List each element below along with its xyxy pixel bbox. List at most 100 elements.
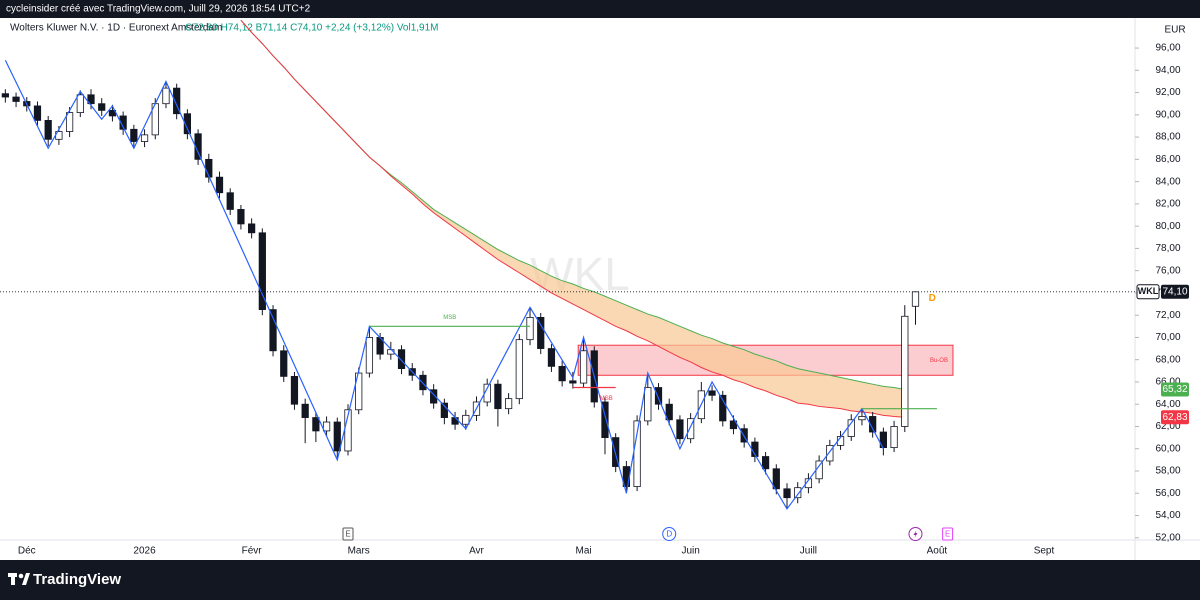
- candle-body: [494, 383, 502, 410]
- candle-body: [504, 398, 513, 410]
- candle-body: [140, 134, 149, 142]
- candle-body: [162, 87, 170, 105]
- candle-body: [644, 387, 652, 422]
- event-label: E: [945, 530, 950, 539]
- candle-body: [365, 337, 374, 374]
- symbol-badge: [1136, 284, 1160, 300]
- zigzag: [4, 60, 884, 510]
- signal: D: [929, 293, 936, 304]
- y-tick-label: 56,00: [1155, 488, 1180, 499]
- x-tick-label: Sept: [1034, 546, 1055, 557]
- candle-body: [440, 402, 448, 418]
- candle-body: [280, 350, 288, 377]
- candle-body: [858, 416, 866, 421]
- level-label: MSB: [443, 315, 456, 321]
- price-badge-label: 74,10: [1162, 286, 1187, 297]
- price-badge: [1161, 410, 1189, 425]
- x-tick-label: Mai: [575, 546, 591, 557]
- candle-body: [826, 444, 834, 462]
- candle-body: [183, 113, 191, 135]
- logo: [8, 573, 30, 585]
- event-label: E: [345, 530, 350, 539]
- plot-area: Bu-OB MSB MSB: [1, 19, 954, 510]
- zone-label: Bu-OB: [930, 358, 948, 364]
- y-tick-label: 68,00: [1155, 354, 1180, 365]
- candle-body: [869, 416, 877, 433]
- y-tick-label: 66,00: [1155, 377, 1180, 388]
- y-tick-label: 70,00: [1155, 332, 1180, 343]
- candle-body: [269, 309, 277, 352]
- y-tick-label: 88,00: [1155, 132, 1180, 143]
- brand: TradingView: [33, 571, 121, 588]
- event-label: D: [666, 530, 672, 539]
- y-tick-label: 60,00: [1155, 443, 1180, 454]
- y-tick-label: 76,00: [1155, 265, 1180, 276]
- candle-body: [44, 119, 52, 140]
- candle-body: [205, 158, 213, 178]
- event-marker[interactable]: [342, 527, 354, 541]
- candle-body: [226, 192, 234, 210]
- x-tick-label: Juin: [681, 546, 699, 557]
- candle-body: [783, 488, 791, 499]
- candle-body: [237, 209, 245, 225]
- candle-body: [708, 390, 716, 396]
- candle-body: [451, 417, 459, 425]
- candle-body: [761, 456, 770, 470]
- footer-bar: [0, 560, 1200, 600]
- candle-body: [215, 176, 224, 194]
- candle-body: [130, 128, 138, 142]
- candle-body: [322, 421, 331, 432]
- candle-body: [258, 232, 266, 311]
- candle-body: [312, 417, 320, 432]
- candle-body: [804, 478, 813, 489]
- price-badge: [1161, 382, 1189, 397]
- candle-body: [654, 387, 663, 405]
- y-tick-label: 62,00: [1155, 421, 1180, 432]
- x-tick-label: Avr: [469, 546, 484, 557]
- symbol: Wolters Kluwer N.V. · 1D · Euronext Amst…: [10, 23, 222, 34]
- y-tick-label: 64,00: [1155, 399, 1180, 410]
- candle-body: [569, 380, 577, 384]
- y-tick-label: 92,00: [1155, 87, 1180, 98]
- top-bar: [0, 0, 1200, 18]
- x-tick-label: Août: [927, 546, 948, 557]
- candle-body: [558, 365, 566, 382]
- y-tick-label: 72,00: [1155, 310, 1180, 321]
- x-tick-label: Juill: [800, 546, 817, 557]
- candle-body: [119, 115, 127, 130]
- logo-part: [11, 573, 15, 585]
- logo-part: [18, 573, 24, 579]
- candle-body: [515, 339, 523, 400]
- candle-body: [526, 316, 534, 341]
- candle-body: [547, 348, 556, 367]
- event-marker[interactable]: [942, 527, 954, 541]
- currency: EUR: [1164, 25, 1185, 36]
- symbol-badge-label: WKL: [1138, 286, 1159, 296]
- candle-body: [290, 375, 299, 405]
- moving-average: [240, 19, 905, 418]
- price-badge-label: 62,83: [1162, 412, 1187, 423]
- y-tick-label: 78,00: [1155, 243, 1180, 254]
- candle-body: [687, 418, 695, 440]
- candle-body: [665, 403, 673, 421]
- candle-body: [65, 112, 74, 132]
- candle-body: [911, 291, 920, 307]
- candle-body: [579, 350, 588, 384]
- y-tick-label: 52,00: [1155, 532, 1180, 543]
- y-tick-label: 94,00: [1155, 65, 1180, 76]
- candle-body: [676, 419, 684, 440]
- candle-body: [901, 315, 909, 427]
- y-tick-label: 82,00: [1155, 199, 1180, 210]
- logo-part: [22, 573, 30, 585]
- y-tick-label: 90,00: [1155, 109, 1180, 120]
- y-tick-label: 96,00: [1155, 43, 1180, 54]
- candle-body: [462, 414, 470, 425]
- candle-body: [301, 403, 309, 418]
- candle-body: [173, 87, 181, 115]
- candle-body: [890, 426, 898, 449]
- event-marker[interactable]: [662, 527, 677, 541]
- x-tick-label: Déc: [18, 546, 36, 557]
- candle-body: [333, 421, 341, 452]
